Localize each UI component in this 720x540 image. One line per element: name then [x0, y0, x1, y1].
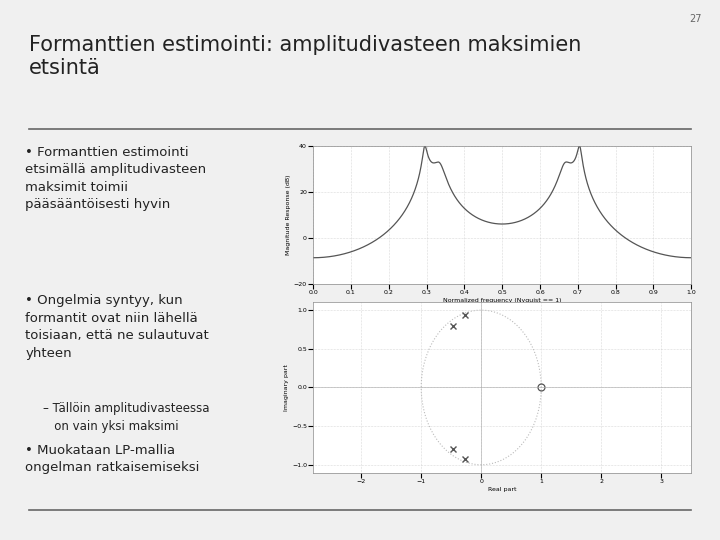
Text: 27: 27: [690, 14, 702, 24]
Text: • Muokataan LP-mallia
ongelman ratkaisemiseksi: • Muokataan LP-mallia ongelman ratkaisem…: [25, 444, 199, 474]
Text: Formanttien estimointi: amplitudivasteen maksimien
etsintä: Formanttien estimointi: amplitudivasteen…: [29, 35, 581, 78]
X-axis label: Real part: Real part: [488, 487, 516, 491]
Text: – Tällöin amplitudivasteessa
   on vain yksi maksimi: – Tällöin amplitudivasteessa on vain yks…: [43, 402, 210, 433]
Text: • Ongelmia syntyy, kun
formantit ovat niin lähellä
toisiaan, että ne sulautuvat
: • Ongelmia syntyy, kun formantit ovat ni…: [25, 294, 209, 360]
Y-axis label: Magnitude Response (dB): Magnitude Response (dB): [286, 174, 291, 255]
Text: • Formanttien estimointi
etsimällä amplitudivasteen
maksimit toimii
pääsääntöise: • Formanttien estimointi etsimällä ampli…: [25, 146, 207, 211]
X-axis label: Normalized frequency (Nyquist == 1): Normalized frequency (Nyquist == 1): [443, 298, 562, 302]
Y-axis label: Imaginary part: Imaginary part: [284, 364, 289, 411]
